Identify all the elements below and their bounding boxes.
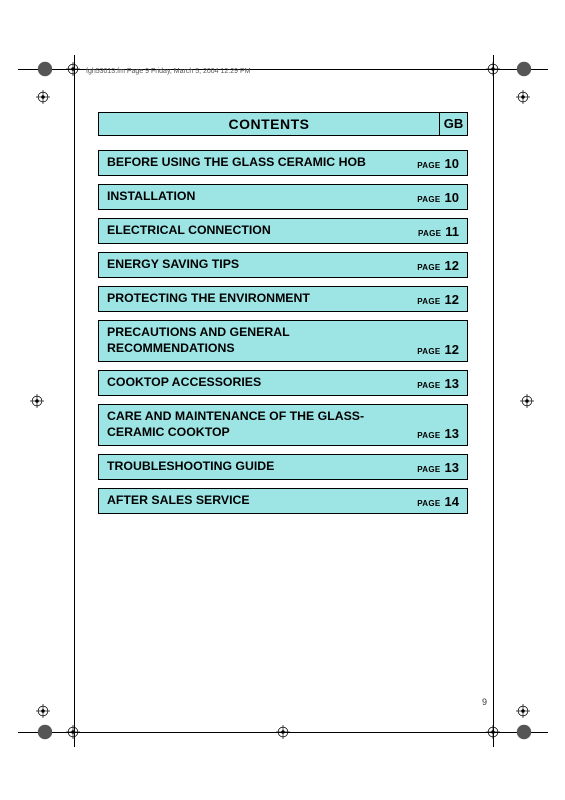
toc-row-page: PAGE 13 xyxy=(417,426,459,441)
registration-dot-icon xyxy=(36,723,54,741)
page-value: 13 xyxy=(445,460,459,475)
registration-target-icon xyxy=(516,90,530,104)
toc-row: ENERGY SAVING TIPS PAGE 12 xyxy=(98,252,468,278)
toc-row-title: PRECAUTIONS AND GENERAL RECOMMENDATIONS xyxy=(107,325,367,357)
page-label: PAGE xyxy=(417,263,440,272)
header-stamp: fgh53013.fm Page 9 Friday, March 5, 2004… xyxy=(86,68,250,75)
page-label: PAGE xyxy=(417,297,440,306)
page-number: 9 xyxy=(482,697,487,707)
page-label: PAGE xyxy=(417,195,440,204)
registration-target-icon xyxy=(486,725,500,739)
title-row: CONTENTS GB xyxy=(98,112,468,136)
language-code: GB xyxy=(440,112,468,136)
registration-target-icon xyxy=(520,394,534,408)
toc-row: CARE AND MAINTENANCE OF THE GLASS-CERAMI… xyxy=(98,404,468,446)
toc-row: PROTECTING THE ENVIRONMENT PAGE 12 xyxy=(98,286,468,312)
toc-row-page: PAGE 13 xyxy=(417,376,459,391)
registration-target-icon xyxy=(66,62,80,76)
page-value: 10 xyxy=(445,190,459,205)
crop-line xyxy=(493,55,494,747)
toc-row-title: PROTECTING THE ENVIRONMENT xyxy=(107,291,310,307)
registration-dot-icon xyxy=(515,723,533,741)
toc-row: BEFORE USING THE GLASS CERAMIC HOB PAGE 10 xyxy=(98,150,468,176)
toc-row-title: INSTALLATION xyxy=(107,189,195,205)
toc-list: BEFORE USING THE GLASS CERAMIC HOB PAGE 10… xyxy=(98,150,468,514)
page-label: PAGE xyxy=(417,161,440,170)
registration-target-icon xyxy=(36,704,50,718)
toc-row-title: BEFORE USING THE GLASS CERAMIC HOB xyxy=(107,155,366,171)
page-label: PAGE xyxy=(417,431,440,440)
toc-row: AFTER SALES SERVICE PAGE 14 xyxy=(98,488,468,514)
toc-row-title: ELECTRICAL CONNECTION xyxy=(107,223,271,239)
crop-line xyxy=(74,55,75,747)
toc-row-page: PAGE 10 xyxy=(417,156,459,171)
page-label: PAGE xyxy=(417,499,440,508)
page-value: 12 xyxy=(445,292,459,307)
contents-title: CONTENTS xyxy=(98,112,440,136)
toc-row-page: PAGE 12 xyxy=(417,292,459,307)
registration-dot-icon xyxy=(515,60,533,78)
registration-target-icon xyxy=(66,725,80,739)
toc-row-page: PAGE 14 xyxy=(417,494,459,509)
toc-row: TROUBLESHOOTING GUIDE PAGE 13 xyxy=(98,454,468,480)
page-label: PAGE xyxy=(417,347,440,356)
toc-row: INSTALLATION PAGE 10 xyxy=(98,184,468,210)
page-value: 11 xyxy=(445,224,459,239)
toc-row-page: PAGE 12 xyxy=(417,342,459,357)
toc-row-page: PAGE 10 xyxy=(417,190,459,205)
registration-dot-icon xyxy=(36,60,54,78)
registration-target-icon xyxy=(276,725,290,739)
toc-row: ELECTRICAL CONNECTION PAGE 11 xyxy=(98,218,468,244)
page-value: 13 xyxy=(445,426,459,441)
page-label: PAGE xyxy=(417,381,440,390)
page-value: 12 xyxy=(445,258,459,273)
toc-row: COOKTOP ACCESSORIES PAGE 13 xyxy=(98,370,468,396)
page-label: PAGE xyxy=(418,229,441,238)
toc-row: PRECAUTIONS AND GENERAL RECOMMENDATIONS P… xyxy=(98,320,468,362)
toc-row-page: PAGE 12 xyxy=(417,258,459,273)
registration-target-icon xyxy=(516,704,530,718)
page-value: 12 xyxy=(445,342,459,357)
toc-row-title: COOKTOP ACCESSORIES xyxy=(107,375,261,391)
contents-page: CONTENTS GB BEFORE USING THE GLASS CERAM… xyxy=(98,112,468,522)
toc-row-title: TROUBLESHOOTING GUIDE xyxy=(107,459,274,475)
registration-target-icon xyxy=(36,90,50,104)
page-value: 10 xyxy=(445,156,459,171)
toc-row-title: CARE AND MAINTENANCE OF THE GLASS-CERAMI… xyxy=(107,409,367,441)
page-label: PAGE xyxy=(417,465,440,474)
toc-row-title: AFTER SALES SERVICE xyxy=(107,493,250,509)
page-value: 13 xyxy=(445,376,459,391)
registration-target-icon xyxy=(30,394,44,408)
registration-target-icon xyxy=(486,62,500,76)
page-value: 14 xyxy=(445,494,459,509)
toc-row-page: PAGE 13 xyxy=(417,460,459,475)
toc-row-title: ENERGY SAVING TIPS xyxy=(107,257,239,273)
toc-row-page: PAGE 11 xyxy=(418,224,459,239)
